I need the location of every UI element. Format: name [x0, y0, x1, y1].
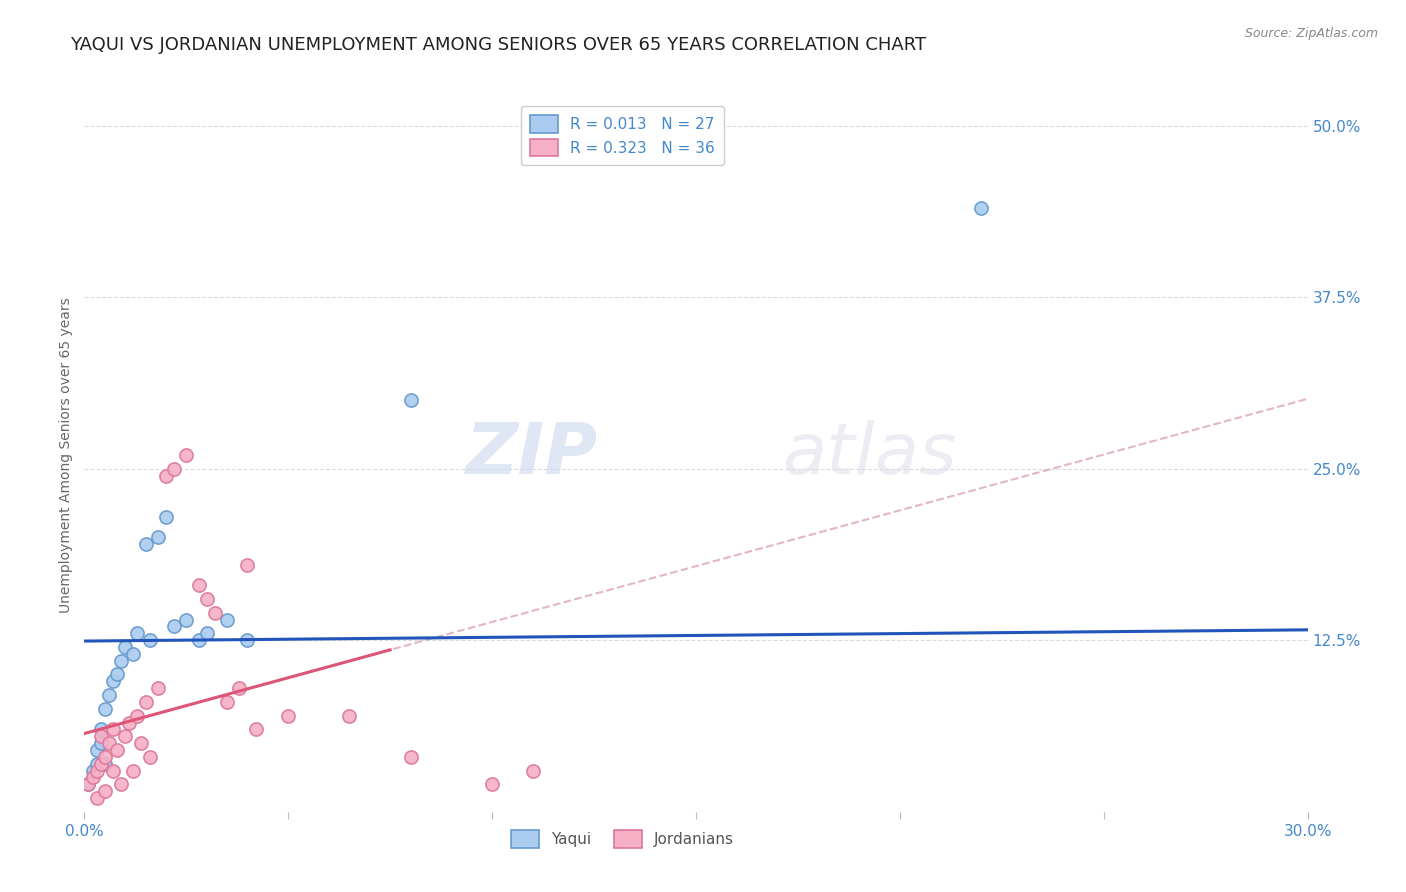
Point: [204, 606, 226, 620]
Point: [522, 764, 544, 778]
Point: [163, 461, 186, 475]
Y-axis label: Unemployment Among Seniors over 65 years: Unemployment Among Seniors over 65 years: [59, 297, 73, 613]
Point: [195, 626, 218, 640]
Point: [97, 736, 120, 750]
Point: [101, 723, 124, 737]
Point: [339, 708, 361, 723]
Legend: Yaqui, Jordanians: Yaqui, Jordanians: [505, 824, 740, 854]
Point: [146, 681, 169, 696]
Point: [86, 756, 108, 771]
Point: [127, 626, 149, 640]
Point: [236, 558, 259, 572]
Point: [138, 749, 160, 764]
Point: [138, 633, 160, 648]
Point: [131, 736, 153, 750]
Point: [217, 613, 239, 627]
Point: [110, 654, 132, 668]
Point: [82, 764, 104, 778]
Point: [236, 633, 259, 648]
Point: [122, 764, 145, 778]
Point: [86, 764, 108, 778]
Point: [135, 695, 157, 709]
Point: [174, 613, 197, 627]
Point: [481, 777, 503, 791]
Point: [93, 756, 115, 771]
Text: ZIP: ZIP: [465, 420, 598, 490]
Point: [118, 715, 141, 730]
Point: [101, 674, 124, 689]
Point: [399, 749, 422, 764]
Point: [105, 743, 128, 757]
Text: Source: ZipAtlas.com: Source: ZipAtlas.com: [1244, 27, 1378, 40]
Point: [155, 468, 177, 483]
Point: [97, 688, 120, 702]
Point: [245, 723, 267, 737]
Point: [90, 729, 112, 743]
Point: [82, 771, 104, 785]
Point: [135, 537, 157, 551]
Point: [86, 791, 108, 805]
Point: [86, 743, 108, 757]
Point: [399, 392, 422, 407]
Point: [122, 647, 145, 661]
Point: [101, 764, 124, 778]
Point: [187, 578, 209, 592]
Point: [93, 749, 115, 764]
Text: YAQUI VS JORDANIAN UNEMPLOYMENT AMONG SENIORS OVER 65 YEARS CORRELATION CHART: YAQUI VS JORDANIAN UNEMPLOYMENT AMONG SE…: [70, 36, 927, 54]
Point: [90, 736, 112, 750]
Point: [163, 619, 186, 633]
Point: [277, 708, 299, 723]
Point: [155, 509, 177, 524]
Point: [77, 777, 100, 791]
Point: [114, 640, 136, 654]
Point: [195, 592, 218, 607]
Point: [228, 681, 250, 696]
Point: [77, 777, 100, 791]
Point: [90, 723, 112, 737]
Point: [114, 729, 136, 743]
Point: [174, 448, 197, 462]
Point: [90, 756, 112, 771]
Point: [110, 777, 132, 791]
Point: [93, 702, 115, 716]
Point: [146, 530, 169, 544]
Text: atlas: atlas: [782, 420, 956, 490]
Point: [93, 784, 115, 798]
Point: [187, 633, 209, 648]
Point: [217, 695, 239, 709]
Point: [970, 201, 993, 215]
Point: [105, 667, 128, 681]
Point: [127, 708, 149, 723]
